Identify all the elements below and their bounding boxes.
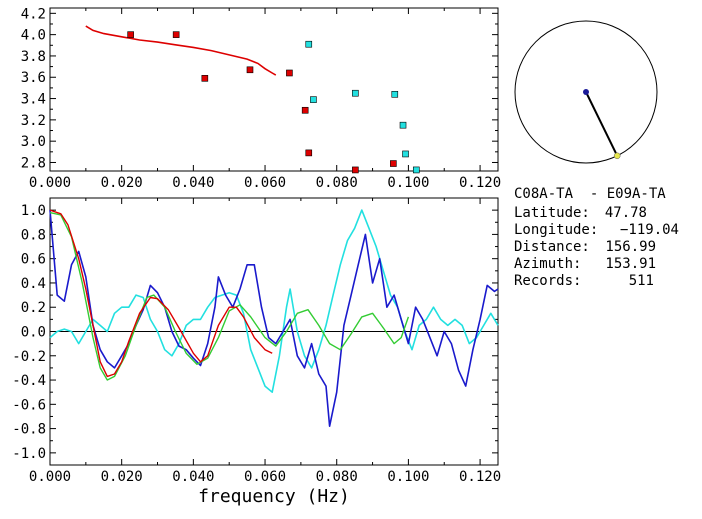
bottom-x-tick-label: 0.000: [29, 469, 71, 485]
dispersion-marker-red: [390, 160, 397, 167]
dispersion-marker-red: [305, 149, 313, 157]
azimuth-end-dot: [613, 152, 621, 160]
bottom-correlation-panel: 0.000 0.020 0.040 0.060 0.080 0.100 0.120 1.0 0.…: [12, 197, 501, 507]
correlation-line-green: [49, 211, 410, 381]
latitude-label: Latitude:: [514, 205, 590, 221]
top-x-tick-label: 0.000: [29, 175, 71, 191]
azimuth-compass: [514, 20, 658, 164]
dispersion-marker-cyan: [391, 90, 399, 98]
latitude-value: 47.78: [605, 205, 647, 221]
bottom-x-tick-label: 0.020: [101, 469, 143, 485]
bottom-y-tick-label: -0.8: [12, 422, 46, 438]
dispersion-marker-red: [246, 66, 254, 74]
correlation-line-blue: [49, 210, 499, 427]
dispersion-marker-cyan: [352, 89, 359, 97]
top-x-tick-label: 0.120: [459, 175, 501, 191]
bottom-y-tick-label: -0.4: [12, 373, 46, 389]
top-axis-ticks: 0.000 0.020 0.040 0.060 0.080 0.100 0.120 2.8 3.…: [21, 6, 501, 191]
station-pair-label: C08A-TA - E09A-TA: [514, 186, 666, 202]
bottom-x-tick-label: 0.060: [244, 469, 286, 485]
top-y-tick-label: 4.2: [21, 6, 46, 22]
records-label: Records:: [514, 273, 581, 289]
records-value: 511: [629, 273, 654, 289]
distance-label: Distance:: [514, 239, 590, 255]
dispersion-marker-cyan: [305, 40, 313, 48]
azimuth-label: Azimuth:: [514, 256, 581, 272]
bottom-y-tick-label: -1.0: [12, 446, 46, 462]
bottom-x-tick-label: 0.080: [316, 469, 358, 485]
dispersion-marker-red: [127, 31, 134, 38]
top-x-tick-label: 0.020: [101, 175, 143, 191]
top-y-tick-label: 3.8: [21, 49, 46, 65]
bottom-y-tick-label: -0.2: [12, 349, 46, 365]
top-y-tick-label: 3.4: [21, 92, 46, 108]
dispersion-marker-cyan: [310, 96, 317, 103]
longitude-label: Longitude:: [514, 222, 598, 238]
top-y-tick-label: 3.6: [21, 70, 46, 86]
bottom-x-tick-label: 0.040: [172, 469, 214, 485]
station-info-panel: C08A-TA - E09A-TA Latitude: 47.78 Longit…: [514, 186, 679, 289]
dispersion-marker-red: [301, 106, 309, 114]
top-y-tick-label: 3.2: [21, 113, 46, 129]
bottom-axis-ticks: 0.000 0.020 0.040 0.060 0.080 0.100 0.120 1.0 0.…: [12, 198, 501, 485]
azimuth-value: 153.91: [605, 256, 656, 272]
top-x-tick-label: 0.100: [387, 175, 429, 191]
correlation-line-red: [49, 209, 273, 378]
top-x-tick-label: 0.080: [316, 175, 358, 191]
dispersion-marker-red: [352, 166, 359, 174]
bottom-y-tick-label: -0.6: [12, 397, 46, 413]
bottom-x-tick-label: 0.120: [459, 469, 501, 485]
dispersion-marker-red: [201, 75, 209, 82]
bottom-y-tick-label: 1.0: [21, 203, 46, 219]
bottom-y-tick-label: 0.4: [21, 276, 46, 292]
correlation-line-cyan: [49, 209, 499, 393]
azimuth-line: [585, 91, 619, 157]
top-dispersion-panel: 0.000 0.020 0.040 0.060 0.080 0.100 0.120 2.8 3.…: [21, 6, 501, 191]
bottom-x-tick-label: 0.100: [387, 469, 429, 485]
bottom-y-tick-label: 0.6: [21, 252, 46, 268]
top-y-tick-label: 2.8: [21, 155, 46, 171]
x-axis-title: frequency (Hz): [198, 486, 350, 507]
dispersion-curve-red: [85, 25, 277, 76]
top-x-tick-label: 0.040: [172, 175, 214, 191]
bottom-y-tick-label: 0.2: [21, 300, 46, 316]
top-series-group: [85, 25, 420, 174]
dispersion-marker-cyan: [412, 166, 420, 174]
distance-value: 156.99: [605, 239, 656, 255]
top-x-tick-label: 0.060: [244, 175, 286, 191]
bottom-y-tick-label: 0.0: [21, 325, 46, 341]
dispersion-marker-cyan: [402, 150, 409, 158]
station-center-dot: [583, 89, 589, 95]
dispersion-marker-red: [286, 69, 293, 77]
bottom-y-tick-label: 0.8: [21, 227, 46, 243]
compass-circle: [514, 20, 658, 164]
top-y-tick-label: 4.0: [21, 28, 46, 44]
dispersion-marker-red: [172, 31, 180, 38]
longitude-value: −119.04: [620, 222, 679, 238]
dispersion-marker-cyan: [399, 121, 407, 129]
top-y-tick-label: 3.0: [21, 134, 46, 150]
bottom-series-group: [49, 209, 499, 427]
top-plot-frame: [49, 7, 499, 172]
